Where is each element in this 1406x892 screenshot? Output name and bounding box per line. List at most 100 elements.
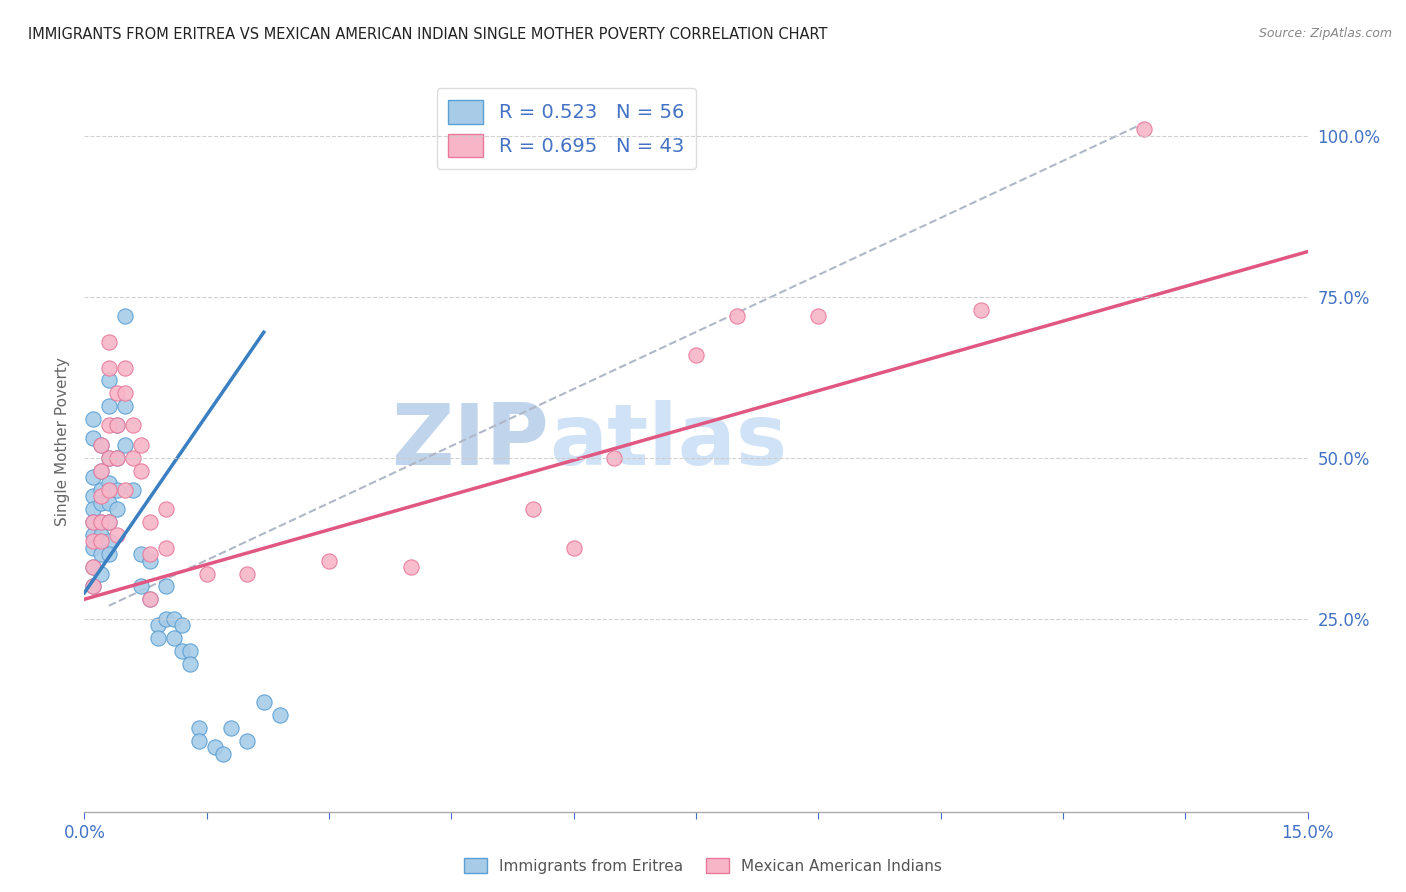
Point bbox=[97, 547, 120, 561]
Point bbox=[236, 734, 259, 748]
Point bbox=[138, 547, 160, 561]
Point bbox=[179, 644, 201, 658]
Point bbox=[97, 483, 120, 497]
Point bbox=[82, 560, 104, 574]
Point bbox=[90, 483, 112, 497]
Point bbox=[131, 438, 153, 452]
Y-axis label: Single Mother Poverty: Single Mother Poverty bbox=[55, 357, 70, 526]
Point bbox=[269, 708, 291, 723]
Point bbox=[97, 450, 120, 465]
Point bbox=[82, 431, 104, 445]
Point bbox=[90, 534, 112, 549]
Point bbox=[163, 611, 186, 625]
Point bbox=[82, 489, 104, 503]
Point bbox=[105, 418, 128, 433]
Point bbox=[131, 579, 153, 593]
Point bbox=[155, 579, 177, 593]
Point bbox=[90, 566, 112, 581]
Point bbox=[82, 528, 104, 542]
Point bbox=[97, 360, 120, 375]
Legend: R = 0.523   N = 56, R = 0.695   N = 43: R = 0.523 N = 56, R = 0.695 N = 43 bbox=[437, 88, 696, 169]
Point bbox=[131, 547, 153, 561]
Point bbox=[725, 309, 748, 323]
Point bbox=[97, 418, 120, 433]
Point bbox=[90, 489, 112, 503]
Point bbox=[82, 470, 104, 484]
Point bbox=[603, 450, 626, 465]
Point bbox=[685, 348, 707, 362]
Point bbox=[82, 502, 104, 516]
Point bbox=[122, 450, 145, 465]
Point bbox=[138, 592, 160, 607]
Point bbox=[179, 657, 201, 671]
Point bbox=[97, 476, 120, 491]
Point bbox=[114, 360, 136, 375]
Point bbox=[204, 740, 226, 755]
Point bbox=[195, 566, 218, 581]
Point bbox=[114, 399, 136, 413]
Point bbox=[97, 515, 120, 529]
Point bbox=[90, 515, 112, 529]
Point bbox=[97, 515, 120, 529]
Point bbox=[82, 515, 104, 529]
Point bbox=[90, 463, 112, 477]
Point bbox=[105, 386, 128, 401]
Point bbox=[90, 438, 112, 452]
Point bbox=[146, 618, 169, 632]
Point bbox=[105, 502, 128, 516]
Point bbox=[97, 373, 120, 387]
Point bbox=[131, 463, 153, 477]
Point bbox=[97, 399, 120, 413]
Point bbox=[138, 592, 160, 607]
Point bbox=[105, 528, 128, 542]
Point bbox=[82, 412, 104, 426]
Point bbox=[138, 515, 160, 529]
Point bbox=[187, 721, 209, 735]
Legend: Immigrants from Eritrea, Mexican American Indians: Immigrants from Eritrea, Mexican America… bbox=[458, 852, 948, 880]
Point bbox=[172, 644, 194, 658]
Point bbox=[90, 463, 112, 477]
Point bbox=[155, 502, 177, 516]
Point bbox=[90, 515, 112, 529]
Text: IMMIGRANTS FROM ERITREA VS MEXICAN AMERICAN INDIAN SINGLE MOTHER POVERTY CORRELA: IMMIGRANTS FROM ERITREA VS MEXICAN AMERI… bbox=[28, 27, 828, 42]
Point bbox=[97, 334, 120, 349]
Point bbox=[97, 450, 120, 465]
Point bbox=[138, 554, 160, 568]
Point bbox=[105, 450, 128, 465]
Point bbox=[82, 579, 104, 593]
Point bbox=[82, 560, 104, 574]
Point bbox=[105, 483, 128, 497]
Point bbox=[90, 496, 112, 510]
Point bbox=[163, 631, 186, 645]
Point bbox=[155, 541, 177, 555]
Text: Source: ZipAtlas.com: Source: ZipAtlas.com bbox=[1258, 27, 1392, 40]
Point bbox=[114, 438, 136, 452]
Point bbox=[90, 547, 112, 561]
Point bbox=[970, 302, 993, 317]
Point bbox=[82, 515, 104, 529]
Point bbox=[1133, 122, 1156, 136]
Point bbox=[114, 386, 136, 401]
Point bbox=[187, 734, 209, 748]
Point bbox=[146, 631, 169, 645]
Point bbox=[236, 566, 259, 581]
Point bbox=[97, 496, 120, 510]
Point bbox=[253, 695, 276, 709]
Text: ZIP: ZIP bbox=[391, 400, 550, 483]
Point bbox=[522, 502, 544, 516]
Point bbox=[114, 483, 136, 497]
Point bbox=[122, 418, 145, 433]
Point bbox=[90, 528, 112, 542]
Point bbox=[219, 721, 242, 735]
Point bbox=[105, 418, 128, 433]
Point bbox=[114, 309, 136, 323]
Point bbox=[82, 579, 104, 593]
Point bbox=[105, 450, 128, 465]
Point bbox=[90, 438, 112, 452]
Point bbox=[318, 554, 340, 568]
Text: atlas: atlas bbox=[550, 400, 787, 483]
Point bbox=[172, 618, 194, 632]
Point bbox=[562, 541, 585, 555]
Point bbox=[82, 541, 104, 555]
Point bbox=[807, 309, 830, 323]
